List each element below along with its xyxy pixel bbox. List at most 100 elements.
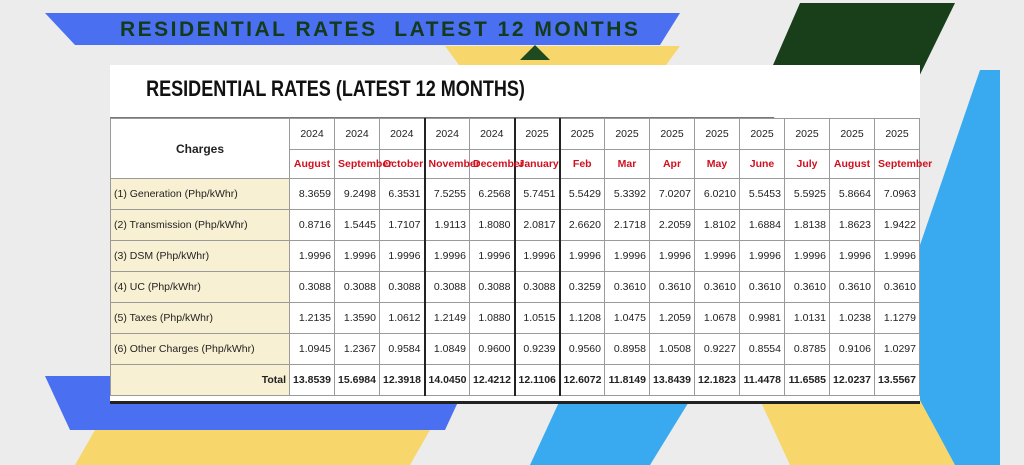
year-cell: 2024 <box>334 118 380 150</box>
rate-cell: 12.3918 <box>379 364 425 396</box>
rate-cell: 0.3610 <box>694 271 740 303</box>
rate-cell: 1.9996 <box>513 240 560 272</box>
year-cell: 2025 <box>874 118 920 150</box>
rate-cell: 1.9996 <box>289 240 335 272</box>
year-cell: 2024 <box>379 118 425 150</box>
rate-cell: 5.8664 <box>829 178 875 210</box>
charge-row: (6) Other Charges (Php/kWhr) 1.0945 1.2367… <box>110 333 920 365</box>
month-cell: Apr <box>649 149 695 179</box>
rate-cell: 0.3088 <box>469 271 515 303</box>
rate-cell: 6.3531 <box>379 178 425 210</box>
rate-cell: 11.8149 <box>604 364 650 396</box>
rates-table: Charges 2024 2024 2024 2024 2024 2025 2025 2025 2… <box>110 118 932 396</box>
month-cell: September <box>874 149 932 179</box>
rate-cell: 1.8623 <box>829 209 875 241</box>
table-title: RESIDENTIAL RATES (LATEST 12 MONTHS) <box>110 65 775 118</box>
month-cell: November <box>423 149 480 179</box>
rate-cell: 0.8785 <box>784 333 830 365</box>
rate-cell: 0.9981 <box>739 302 785 334</box>
rate-cell: 1.2135 <box>289 302 335 334</box>
rate-cell: 1.9113 <box>423 209 470 241</box>
rate-cell: 1.0131 <box>784 302 830 334</box>
month-cell: May <box>694 149 740 179</box>
rate-cell: 5.5925 <box>784 178 830 210</box>
rate-cell: 12.0237 <box>829 364 875 396</box>
rate-cell: 1.0515 <box>513 302 560 334</box>
rate-cell: 1.9996 <box>423 240 470 272</box>
month-cell: August <box>289 149 335 179</box>
charge-row: (1) Generation (Php/kWhr) 8.3659 9.2498 6.3… <box>110 178 920 210</box>
rate-cell: 13.8439 <box>649 364 695 396</box>
rate-cell: 11.6585 <box>784 364 830 396</box>
rate-cell: 2.0817 <box>513 209 560 241</box>
month-row: August September October November December Ja… <box>111 149 932 179</box>
rate-cell: 1.8138 <box>784 209 830 241</box>
rate-cell: 1.3590 <box>334 302 380 334</box>
charge-row: (3) DSM (Php/kWhr) 1.9996 1.9996 1.9996 1.99… <box>110 240 920 272</box>
rate-cell: 1.9996 <box>784 240 830 272</box>
year-cell: 2025 <box>649 118 695 150</box>
rate-cell: 1.0678 <box>694 302 740 334</box>
row-label: (3) DSM (Php/kWhr) <box>110 240 290 272</box>
year-cell: 2025 <box>829 118 875 150</box>
rate-cell: 5.3392 <box>604 178 650 210</box>
rate-cell: 0.3088 <box>513 271 560 303</box>
rate-cell: 1.0297 <box>874 333 920 365</box>
rate-cell: 1.0238 <box>829 302 875 334</box>
rate-cell: 0.3610 <box>784 271 830 303</box>
rate-cell: 0.3088 <box>379 271 425 303</box>
month-cell: September <box>334 149 392 179</box>
rate-cell: 0.9239 <box>513 333 560 365</box>
rate-cell: 5.5453 <box>739 178 785 210</box>
rate-cell: 1.9996 <box>874 240 920 272</box>
rate-cell: 1.2367 <box>334 333 380 365</box>
rate-cell: 1.9996 <box>558 240 605 272</box>
rate-cell: 7.5255 <box>423 178 470 210</box>
rate-cell: 1.9422 <box>874 209 920 241</box>
row-label: (5) Taxes (Php/kWhr) <box>110 302 290 334</box>
month-cell: August <box>829 149 875 179</box>
rate-cell: 0.3610 <box>739 271 785 303</box>
rate-cell: 9.2498 <box>334 178 380 210</box>
year-cell: 2024 <box>289 118 335 150</box>
charge-row: (5) Taxes (Php/kWhr) 1.2135 1.3590 1.0612 1.… <box>110 302 920 334</box>
rate-cell: 6.0210 <box>694 178 740 210</box>
charges-header: Charges <box>110 118 290 179</box>
rate-cell: 1.0880 <box>469 302 515 334</box>
rate-cell: 12.1823 <box>694 364 740 396</box>
rate-cell: 1.9996 <box>694 240 740 272</box>
rate-cell: 5.5429 <box>558 178 605 210</box>
rate-cell: 12.4212 <box>469 364 515 396</box>
year-cell: 2025 <box>513 118 560 150</box>
year-cell: 2025 <box>558 118 605 150</box>
rate-cell: 6.2568 <box>469 178 515 210</box>
rate-cell: 15.6984 <box>334 364 380 396</box>
rate-cell: 0.8554 <box>739 333 785 365</box>
month-cell: July <box>784 149 830 179</box>
month-cell: January <box>513 149 560 179</box>
rate-cell: 1.9996 <box>604 240 650 272</box>
rate-cell: 13.5567 <box>874 364 920 396</box>
rate-cell: 0.8958 <box>604 333 650 365</box>
rate-cell: 0.3610 <box>874 271 920 303</box>
rate-cell: 0.9106 <box>829 333 875 365</box>
rate-cell: 8.3659 <box>289 178 335 210</box>
month-cell: Mar <box>604 149 650 179</box>
year-cell: 2024 <box>423 118 470 150</box>
rate-cell: 1.7107 <box>379 209 425 241</box>
rate-cell: 1.1279 <box>874 302 920 334</box>
rate-cell: 0.3088 <box>289 271 335 303</box>
rate-cell: 2.1718 <box>604 209 650 241</box>
rate-cell: 1.9996 <box>469 240 515 272</box>
rate-cell: 1.9996 <box>379 240 425 272</box>
rate-cell: 12.6072 <box>558 364 605 396</box>
row-label: Total <box>110 364 290 396</box>
rate-cell: 1.8080 <box>469 209 515 241</box>
row-label: (2) Transmission (Php/kWhr) <box>110 209 290 241</box>
rate-cell: 14.0450 <box>423 364 470 396</box>
rate-cell: 0.9600 <box>469 333 515 365</box>
rate-cell: 12.1106 <box>513 364 560 396</box>
rate-cell: 0.9560 <box>558 333 605 365</box>
month-cell: June <box>739 149 785 179</box>
